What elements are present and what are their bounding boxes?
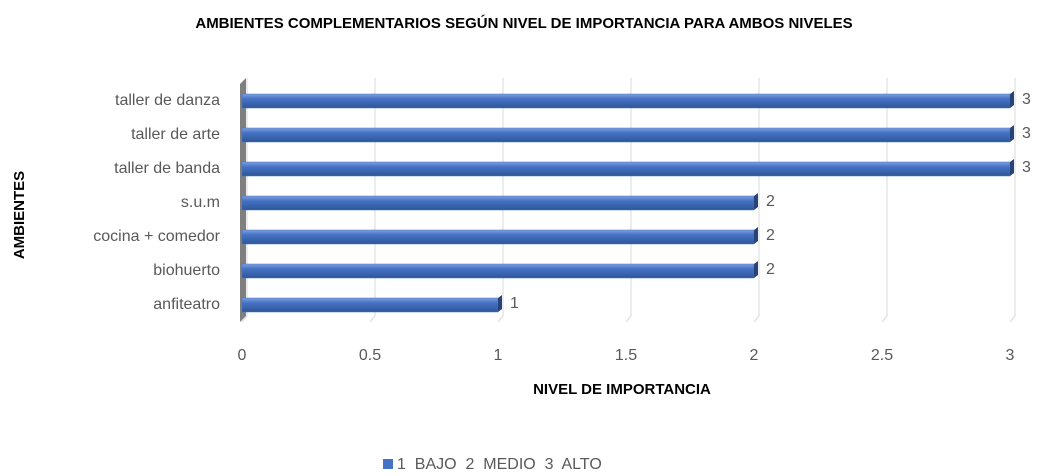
data-label: 2 xyxy=(766,227,775,244)
grid-line xyxy=(753,78,760,323)
data-label: 2 xyxy=(766,193,775,210)
bar xyxy=(241,161,1011,177)
x-axis-title: NIVEL DE IMPORTANCIA xyxy=(533,381,711,398)
data-label: 2 xyxy=(766,261,775,278)
data-label: 3 xyxy=(1022,91,1031,108)
y-tick-label: biohuerto xyxy=(153,262,220,279)
x-tick-label: 1 xyxy=(494,347,503,364)
bar xyxy=(241,127,1011,143)
y-tick-label: taller de banda xyxy=(114,160,220,177)
legend-swatch xyxy=(383,459,393,469)
bar xyxy=(241,93,1011,109)
bar-end xyxy=(754,261,758,278)
y-tick-label: taller de danza xyxy=(115,92,220,109)
data-label: 3 xyxy=(1022,159,1031,176)
x-tick-label: 0 xyxy=(238,347,247,364)
bar xyxy=(241,195,755,211)
bar-end xyxy=(498,295,502,312)
y-tick-label: anfiteatro xyxy=(153,296,220,313)
grid-line xyxy=(1009,78,1016,323)
grid-line xyxy=(497,78,504,323)
data-label: 1 xyxy=(510,295,519,312)
bar-end xyxy=(1010,91,1014,108)
x-tick-label: 2 xyxy=(750,347,759,364)
bar xyxy=(241,229,755,245)
x-tick-label: 0.5 xyxy=(359,347,381,364)
y-tick-label: s.u.m xyxy=(181,194,220,211)
bar-end xyxy=(1010,159,1014,176)
y-tick-label: taller de arte xyxy=(131,126,220,143)
grid-line xyxy=(881,78,888,323)
bar-end xyxy=(754,227,758,244)
bar xyxy=(241,297,499,313)
chart-title: AMBIENTES COMPLEMENTARIOS SEGÚN NIVEL DE… xyxy=(195,14,852,32)
x-tick-label: 3 xyxy=(1006,347,1015,364)
y-axis-title: AMBIENTES xyxy=(11,171,28,259)
bar-end xyxy=(1010,125,1014,142)
grid-line xyxy=(625,78,632,323)
grid-line xyxy=(369,78,376,323)
bar-end xyxy=(754,193,758,210)
legend-label: 1 BAJO 2 MEDIO 3 ALTO xyxy=(397,456,602,473)
x-tick-label: 2.5 xyxy=(871,347,893,364)
bar xyxy=(241,263,755,279)
grid-line xyxy=(241,78,248,323)
data-label: 3 xyxy=(1022,125,1031,142)
x-tick-label: 1.5 xyxy=(615,347,637,364)
y-tick-label: cocina + comedor xyxy=(93,228,220,245)
